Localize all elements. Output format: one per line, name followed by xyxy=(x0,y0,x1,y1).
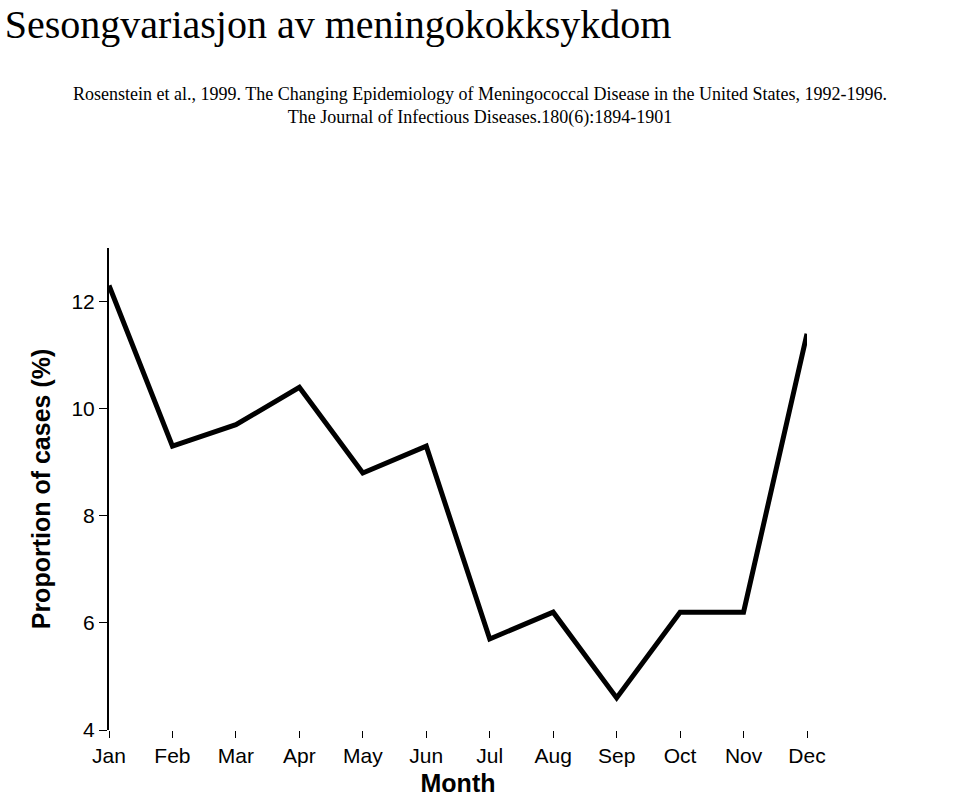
svg-text:12: 12 xyxy=(71,290,94,313)
svg-text:Rosenstein et al., 1999. The C: Rosenstein et al., 1999. The Changing Ep… xyxy=(73,84,887,128)
svg-text:Aug: Aug xyxy=(534,744,571,767)
svg-text:Sep: Sep xyxy=(598,744,635,767)
svg-text:Apr: Apr xyxy=(283,744,316,767)
svg-text:8: 8 xyxy=(83,504,95,527)
svg-text:6: 6 xyxy=(83,611,95,634)
svg-text:10: 10 xyxy=(71,397,94,420)
svg-text:Nov: Nov xyxy=(725,744,763,767)
svg-text:Jan: Jan xyxy=(92,744,126,767)
svg-text:Feb: Feb xyxy=(154,744,190,767)
svg-text:Oct: Oct xyxy=(664,744,697,767)
svg-text:Jul: Jul xyxy=(476,744,503,767)
svg-text:Proportion of cases (%): Proportion of cases (%) xyxy=(27,349,55,630)
svg-text:May: May xyxy=(343,744,383,767)
svg-text:Jun: Jun xyxy=(409,744,443,767)
svg-text:Dec: Dec xyxy=(788,744,825,767)
svg-text:Mar: Mar xyxy=(218,744,254,767)
svg-text:Month: Month xyxy=(421,769,496,797)
svg-text:Sesongvariasjon av meningokokk: Sesongvariasjon av meningokokksykdom xyxy=(5,2,672,47)
svg-text:4: 4 xyxy=(83,718,95,741)
